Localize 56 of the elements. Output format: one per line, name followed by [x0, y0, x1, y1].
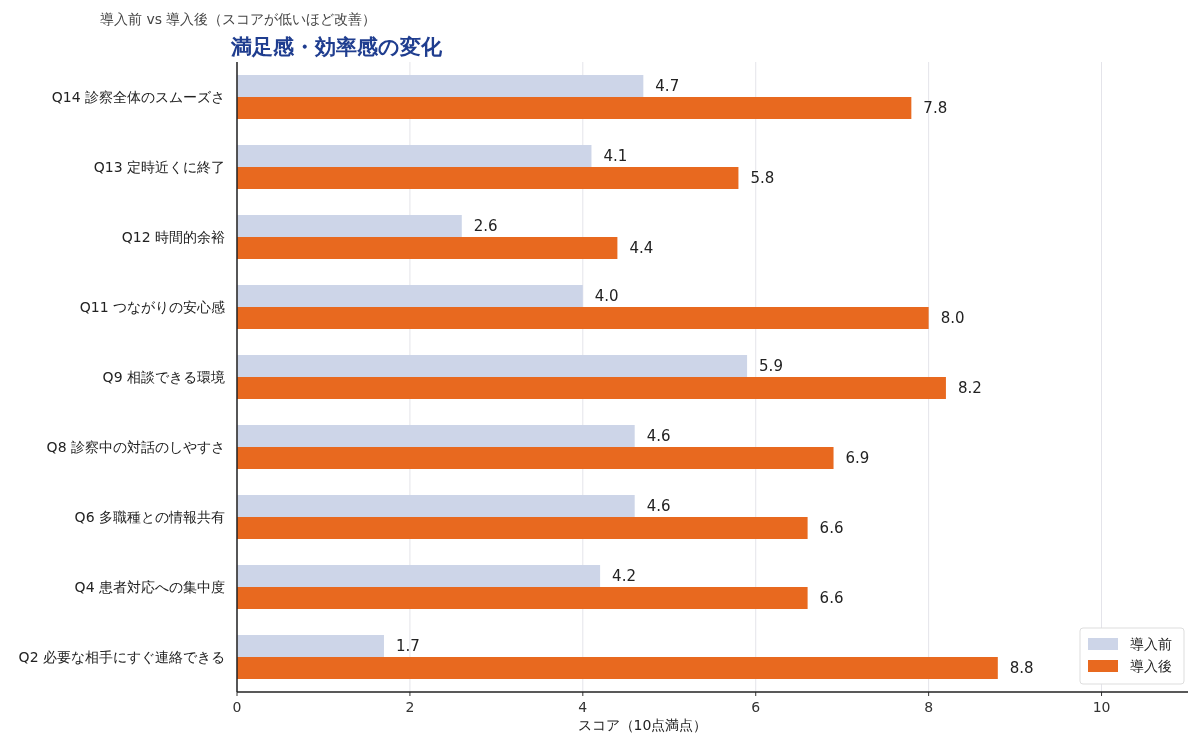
y-tick-label: Q12 時間的余裕	[121, 229, 225, 245]
bar	[237, 307, 929, 329]
legend-label: 導入後	[1130, 658, 1172, 674]
data-label: 2.6	[473, 217, 498, 235]
bar	[237, 97, 912, 119]
bar	[237, 517, 808, 539]
y-tick-label: Q13 定時近くに終了	[93, 159, 225, 175]
data-label: 8.0	[940, 309, 965, 327]
x-tick-label: 6	[751, 699, 761, 715]
x-tick-label: 10	[1092, 699, 1111, 715]
y-tick-label: Q14 診察全体のスムーズさ	[51, 89, 225, 105]
chart-title: 満足感・効率感の変化	[230, 35, 443, 59]
data-label: 6.6	[819, 589, 844, 607]
x-tick-label: 4	[578, 699, 588, 715]
bar	[237, 565, 601, 587]
bar	[237, 167, 739, 189]
data-label: 7.8	[923, 99, 948, 117]
bar	[237, 635, 384, 657]
data-label: 5.8	[750, 169, 775, 187]
data-label: 4.6	[646, 497, 671, 515]
data-label: 4.1	[603, 147, 628, 165]
data-label: 4.0	[594, 287, 619, 305]
y-tick-label: Q9 相談できる環境	[102, 369, 225, 385]
bar	[237, 75, 644, 97]
data-label: 4.4	[629, 239, 654, 257]
y-tick-label: Q6 多職種との情報共有	[74, 509, 225, 525]
data-label: 6.6	[819, 519, 844, 537]
y-tick-label: Q8 診察中の対話のしやすさ	[46, 439, 225, 455]
bar	[237, 237, 618, 259]
data-label: 4.7	[655, 77, 680, 95]
bar	[237, 145, 592, 167]
x-tick-label: 2	[405, 699, 415, 715]
x-tick-label: 0	[232, 699, 242, 715]
bar	[237, 657, 998, 679]
bar	[237, 425, 635, 447]
data-label: 4.6	[646, 427, 671, 445]
data-label: 6.9	[845, 449, 870, 467]
x-tick-label: 8	[924, 699, 934, 715]
data-label: 5.9	[759, 357, 783, 375]
legend-label: 導入前	[1130, 636, 1172, 652]
data-label: 8.8	[1009, 659, 1034, 677]
data-label: 1.7	[395, 637, 420, 655]
data-label: 4.2	[612, 567, 636, 585]
y-tick-label: Q4 患者対応への集中度	[74, 579, 225, 595]
bar	[237, 355, 748, 377]
data-label: 8.2	[957, 379, 982, 397]
bar	[237, 495, 635, 517]
bar	[237, 587, 808, 609]
bar	[237, 285, 583, 307]
y-tick-label: Q11 つながりの安心感	[79, 299, 225, 315]
bar	[237, 447, 834, 469]
bar	[237, 377, 946, 399]
chart-subtitle: 導入前 vs 導入後（スコアが低いほど改善）	[100, 11, 377, 27]
bar	[237, 215, 462, 237]
x-axis-title: スコア（10点満点）	[577, 717, 708, 733]
y-tick-label: Q2 必要な相手にすぐ連絡できる	[18, 649, 225, 665]
